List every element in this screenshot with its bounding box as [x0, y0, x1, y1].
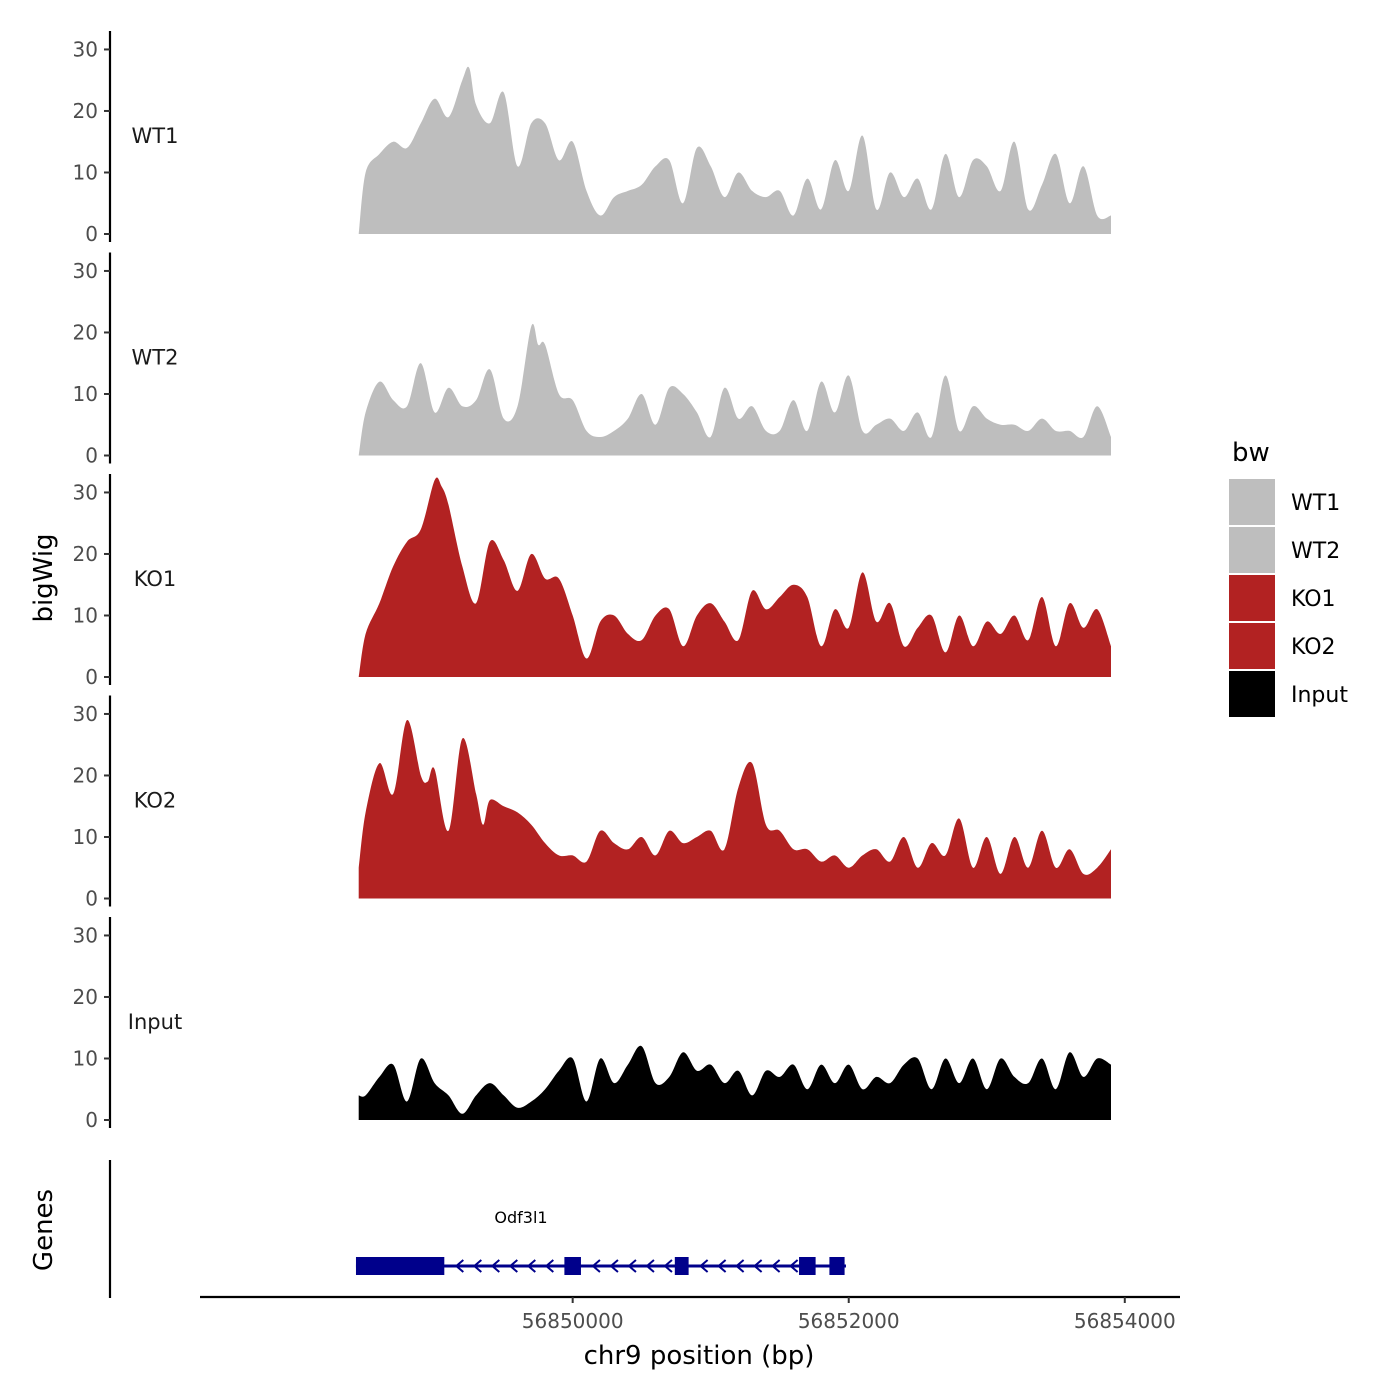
track-ko2: 0 10 20 30 KO2 [73, 695, 1111, 911]
legend-label-input: Input [1291, 683, 1348, 708]
track-label-ko2: KO2 [134, 789, 177, 813]
y-tick-label-ko2-0: 0 [85, 887, 98, 911]
strand-arrow [544, 1259, 554, 1273]
gene-exon-4 [799, 1257, 816, 1275]
y-tick-label-wt2-10: 10 [73, 382, 98, 406]
legend-title: bw [1232, 438, 1270, 468]
y-tick-label-input-0: 0 [85, 1108, 98, 1132]
strand-arrow [771, 1259, 781, 1273]
strand-arrow [753, 1259, 763, 1273]
strand-arrow [609, 1259, 619, 1273]
area-ko2 [358, 719, 1111, 899]
y-tick-label-ko2-10: 10 [73, 825, 98, 849]
genes-panel-title: Genes [29, 1189, 59, 1271]
area-wt2 [358, 323, 1111, 456]
strand-arrow [490, 1259, 500, 1273]
track-ko1: 0 10 20 30 KO1 [73, 474, 1111, 689]
strand-arrow [454, 1259, 464, 1273]
legend: bw WT1 WT2 KO1 KO2 Input [1229, 438, 1348, 717]
y-tick-label-wt1-10: 10 [73, 160, 98, 184]
legend-swatch-wt1 [1229, 479, 1275, 525]
y-tick-label-wt1-30: 30 [73, 37, 98, 61]
track-label-wt1: WT1 [132, 124, 179, 148]
strand-arrow [526, 1259, 536, 1273]
strand-arrow [591, 1259, 601, 1273]
y-tick-label-ko2-30: 30 [73, 702, 98, 726]
x-axis-title: chr9 position (bp) [584, 1341, 815, 1371]
strand-arrow [699, 1259, 709, 1273]
track-wt1: 0 10 20 30 WT1 [73, 31, 1111, 246]
strand-arrow [735, 1259, 745, 1273]
gene-panel: Odf3l1 [108, 1160, 846, 1298]
y-tick-label-wt2-30: 30 [73, 259, 98, 283]
strand-arrow [717, 1259, 727, 1273]
y-tick-label-input-20: 20 [73, 985, 98, 1009]
y-tick-label-ko2-20: 20 [73, 763, 98, 787]
track-input: 0 10 20 30 Input [73, 917, 1111, 1132]
x-tick-label-56852000: 56852000 [798, 1309, 900, 1333]
strand-arrow [663, 1259, 673, 1273]
y-tick-label-wt1-20: 20 [73, 99, 98, 123]
y-tick-label-wt1-0: 0 [85, 222, 98, 246]
x-axis: 56850000 56852000 56854000 [200, 1295, 1180, 1333]
y-tick-label-input-30: 30 [73, 923, 98, 947]
y-tick-label-ko1-20: 20 [73, 542, 98, 566]
legend-swatch-ko2 [1229, 623, 1275, 669]
area-ko1 [358, 477, 1111, 677]
track-label-wt2: WT2 [132, 346, 179, 370]
strand-arrow [472, 1259, 482, 1273]
legend-swatch-wt2 [1229, 527, 1275, 573]
strand-arrow [627, 1259, 637, 1273]
gene-name-label: Odf3l1 [494, 1208, 547, 1227]
legend-label-wt2: WT2 [1291, 539, 1340, 564]
legend-label-ko1: KO1 [1291, 587, 1336, 612]
x-tick-label-56854000: 56854000 [1074, 1309, 1176, 1333]
y-tick-label-ko1-0: 0 [85, 665, 98, 689]
gene-exon-2 [564, 1257, 581, 1275]
area-input [358, 1045, 1111, 1120]
signal-tracks: 0 10 20 30 WT1 0 10 20 30 WT2 0 10 20 30 KO1 0 10 20 30 KO2… [73, 31, 1111, 1132]
area-wt1 [358, 66, 1111, 234]
y-tick-label-ko1-10: 10 [73, 603, 98, 627]
y-tick-label-ko1-30: 30 [73, 480, 98, 504]
legend-swatch-input [1229, 671, 1275, 717]
gene-exon-3 [674, 1257, 689, 1275]
y-tick-label-input-10: 10 [73, 1046, 98, 1070]
y-tick-label-wt2-0: 0 [85, 444, 98, 468]
track-wt2: 0 10 20 30 WT2 [73, 252, 1111, 468]
y-axis-title: bigWig [29, 533, 59, 622]
strand-arrow [508, 1259, 518, 1273]
gene-exon-5 [829, 1257, 845, 1275]
strand-arrow [645, 1259, 655, 1273]
legend-swatch-ko1 [1229, 575, 1275, 621]
strand-arrow [789, 1259, 799, 1273]
y-tick-label-wt2-20: 20 [73, 320, 98, 344]
track-label-input: Input [128, 1010, 182, 1034]
track-label-ko1: KO1 [134, 567, 177, 591]
gene-exon-1 [355, 1257, 445, 1275]
legend-label-ko2: KO2 [1291, 635, 1336, 660]
x-tick-label-56850000: 56850000 [522, 1309, 624, 1333]
legend-label-wt1: WT1 [1291, 491, 1340, 516]
